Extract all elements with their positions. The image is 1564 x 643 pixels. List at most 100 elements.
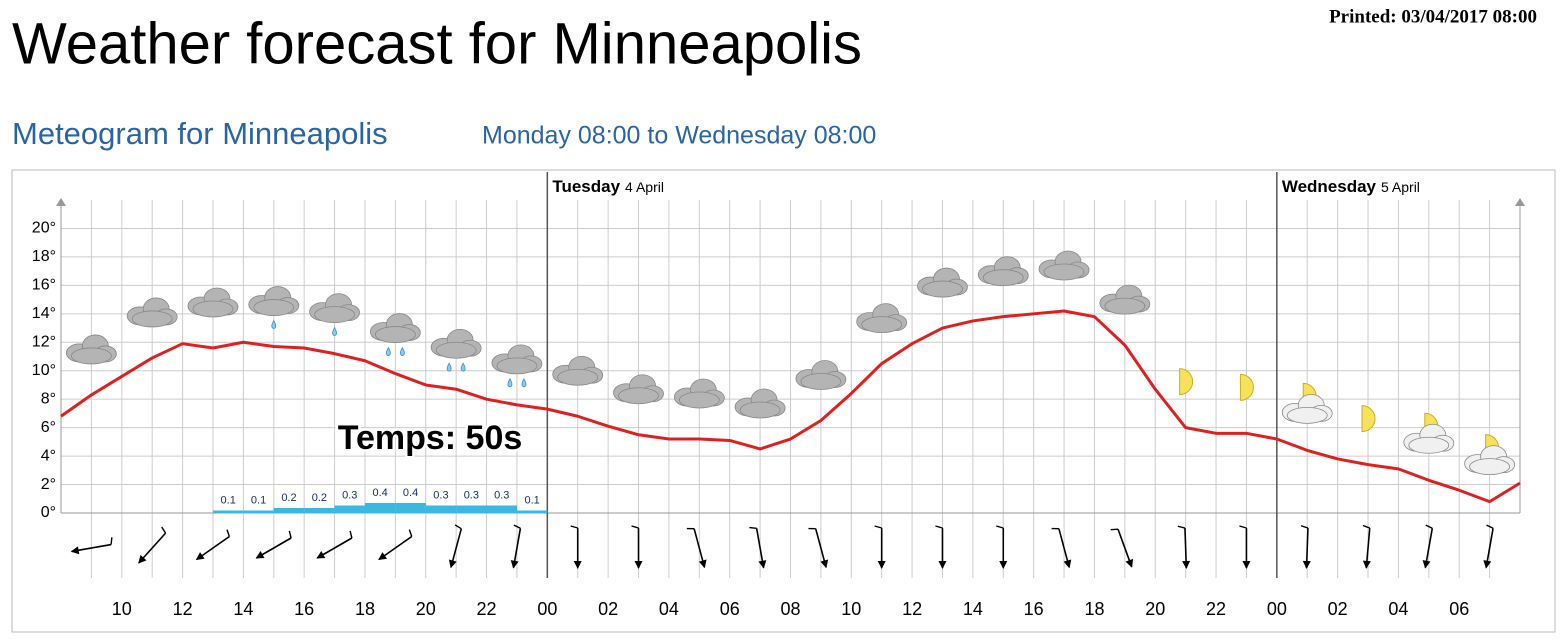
wind-head bbox=[1422, 560, 1431, 569]
wind-barb bbox=[349, 530, 353, 539]
chart-title: Meteogram for Minneapolis bbox=[12, 116, 388, 151]
wind-head bbox=[70, 546, 80, 555]
wind-arrow bbox=[631, 525, 643, 569]
wind-barb bbox=[513, 524, 521, 529]
wind-barb bbox=[1486, 524, 1494, 529]
cloud-part bbox=[374, 326, 416, 343]
wind-head bbox=[1125, 558, 1134, 568]
weather-symbol bbox=[856, 303, 908, 334]
y-tick-label: 14° bbox=[32, 305, 56, 322]
rain-drop bbox=[271, 319, 277, 329]
x-tick-label: 04 bbox=[659, 599, 679, 619]
rain-drop bbox=[446, 362, 452, 372]
wind-head bbox=[1362, 560, 1371, 569]
wind-arrow bbox=[510, 524, 522, 569]
weather-symbol bbox=[1239, 373, 1254, 401]
cloud-part bbox=[70, 347, 112, 365]
x-tick-label: 20 bbox=[416, 599, 436, 619]
y-tick-label: 2° bbox=[41, 476, 56, 493]
wind-barb bbox=[749, 526, 757, 530]
wind-barb bbox=[408, 529, 413, 537]
wind-arrow bbox=[570, 525, 582, 569]
x-tick-label: 18 bbox=[1084, 599, 1104, 619]
y-tick-label: 20° bbox=[32, 220, 56, 237]
rain-drop bbox=[332, 326, 337, 337]
rain-drop bbox=[507, 378, 513, 388]
x-tick-label: 06 bbox=[1449, 599, 1469, 619]
wind-barb bbox=[935, 525, 943, 529]
wind-head bbox=[999, 561, 1008, 569]
precip-bar bbox=[304, 508, 335, 513]
precip-bar bbox=[516, 510, 548, 513]
wind-barb bbox=[570, 525, 578, 529]
precip-label: 0.3 bbox=[464, 489, 479, 501]
weather-symbol bbox=[977, 256, 1029, 287]
wind-arrow bbox=[1239, 525, 1251, 569]
wind-barb bbox=[288, 530, 292, 539]
weather-symbol bbox=[917, 267, 968, 298]
cloud-part bbox=[800, 373, 842, 390]
page-title: Weather forecast for Minneapolis bbox=[12, 11, 862, 76]
wind-head bbox=[195, 552, 205, 561]
chart-subtitle: Monday 08:00 to Wednesday 08:00 bbox=[482, 122, 876, 150]
moon-sun bbox=[1179, 368, 1194, 396]
cloud-part bbox=[1286, 406, 1328, 424]
wind-head bbox=[1063, 559, 1072, 569]
wind-head bbox=[138, 554, 147, 564]
wind-barb bbox=[1362, 524, 1371, 529]
wind-barb bbox=[631, 525, 639, 529]
cloud-part bbox=[496, 357, 538, 375]
precip-label: 0.3 bbox=[494, 489, 509, 501]
cloud-part bbox=[435, 341, 477, 359]
cloud-part bbox=[192, 300, 234, 318]
day-date: 4 April bbox=[625, 179, 664, 195]
y-tick-label: 4° bbox=[41, 447, 56, 464]
x-tick-label: 14 bbox=[233, 599, 253, 619]
weather-symbol bbox=[1281, 382, 1333, 424]
precip-bar bbox=[425, 505, 457, 513]
wind-head bbox=[1242, 561, 1251, 569]
wind-barb bbox=[808, 527, 816, 530]
x-tick-label: 06 bbox=[720, 599, 740, 619]
x-tick-label: 00 bbox=[537, 599, 557, 619]
cloud-part bbox=[678, 391, 720, 409]
wind-head bbox=[634, 561, 643, 569]
weather-symbol bbox=[126, 297, 178, 328]
x-tick-label: 02 bbox=[1328, 599, 1348, 619]
wind-arrow bbox=[316, 530, 353, 559]
wind-barb bbox=[1425, 524, 1433, 529]
wind-head bbox=[1302, 560, 1311, 569]
weather-symbol bbox=[430, 328, 482, 372]
precip-bar bbox=[273, 508, 305, 513]
precip-label: 0.4 bbox=[403, 487, 418, 499]
wind-arrow bbox=[1110, 528, 1134, 568]
cloud-part bbox=[982, 269, 1024, 287]
x-tick-label: 16 bbox=[1024, 599, 1044, 619]
wind-barb bbox=[161, 526, 167, 534]
day-date: 5 April bbox=[1381, 179, 1420, 195]
x-tick-label: 22 bbox=[477, 599, 497, 619]
x-tick-label: 12 bbox=[902, 599, 922, 619]
y-tick-label: 10° bbox=[32, 362, 56, 379]
precip-label: 0.3 bbox=[433, 489, 448, 501]
x-tick-label: 04 bbox=[1388, 599, 1408, 619]
weather-symbol bbox=[491, 344, 543, 388]
wind-arrow bbox=[808, 527, 829, 569]
precip-label: 0.1 bbox=[524, 494, 539, 506]
weather-symbol bbox=[613, 374, 664, 405]
moon-sun bbox=[1239, 373, 1254, 401]
wind-arrow bbox=[378, 529, 413, 561]
wind-arrow bbox=[1177, 525, 1191, 569]
annotation: Temps: 50s bbox=[338, 419, 523, 457]
day-label: Tuesday 4 April bbox=[552, 177, 664, 196]
cloud-part bbox=[739, 401, 781, 419]
x-tick-label: 12 bbox=[173, 599, 193, 619]
wind-arrow bbox=[749, 526, 767, 569]
cloud-part bbox=[131, 310, 173, 328]
wind-head bbox=[316, 551, 326, 559]
x-tick-label: 10 bbox=[112, 599, 132, 619]
precip-label: 0.1 bbox=[221, 494, 236, 506]
day-name: Tuesday bbox=[552, 177, 620, 196]
